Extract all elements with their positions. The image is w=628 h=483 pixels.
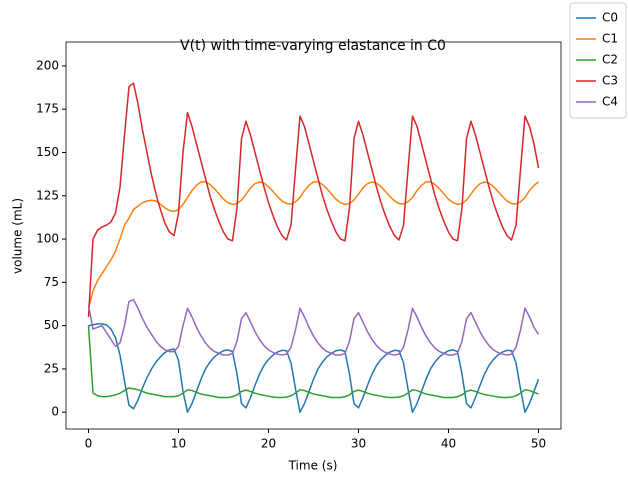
y-tick-label: 0: [51, 405, 59, 419]
y-tick-label: 100: [36, 232, 59, 246]
x-tick-label: 50: [531, 437, 546, 451]
x-tick-label: 30: [351, 437, 366, 451]
y-axis-label: volume (mL): [11, 198, 25, 274]
series-line: [87, 325, 539, 399]
y-tick-label: 50: [44, 318, 59, 332]
legend-label: C3: [602, 74, 618, 88]
series-line: [87, 181, 539, 309]
series-line: [87, 82, 540, 318]
legend-label: C0: [602, 11, 618, 25]
series-line: [87, 298, 540, 356]
y-tick-label: 75: [44, 275, 59, 289]
legend-label: C1: [602, 32, 618, 46]
series-line: [88, 323, 540, 413]
x-tick-label: 20: [261, 437, 276, 451]
x-tick-label: 40: [441, 437, 456, 451]
y-tick-label: 150: [36, 145, 59, 159]
y-tick-label: 25: [44, 361, 59, 375]
x-axis-label: Time (s): [288, 459, 338, 473]
y-tick-label: 175: [36, 102, 59, 116]
y-tick-label: 200: [36, 58, 59, 72]
legend-label: C2: [602, 53, 618, 67]
y-tick-label: 125: [36, 188, 59, 202]
legend-label: C4: [602, 95, 618, 109]
x-tick-label: 10: [171, 437, 186, 451]
x-tick-label: 0: [85, 437, 93, 451]
plot-frame: [65, 41, 562, 430]
chart-title: V(t) with time-varying elastance in C0: [180, 38, 446, 54]
legend-box: [569, 2, 627, 119]
